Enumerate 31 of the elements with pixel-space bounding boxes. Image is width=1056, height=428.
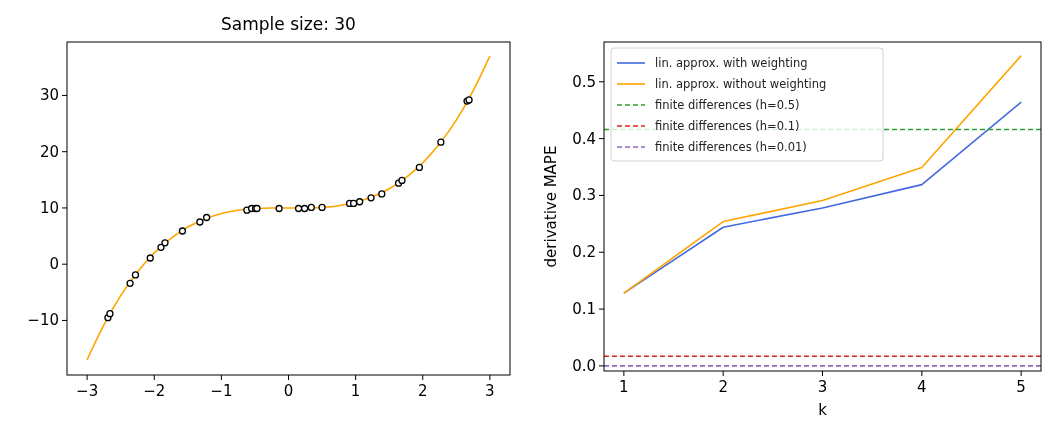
legend-label: finite differences (h=0.1): [655, 119, 800, 133]
x-tick-label: −1: [210, 382, 233, 400]
legend-label: lin. approx. with weighting: [655, 56, 808, 70]
y-tick-label: 30: [39, 86, 59, 105]
legend-label: lin. approx. without weighting: [655, 77, 827, 91]
x-tick-label: 3: [485, 382, 495, 400]
y-tick-label: 0.2: [572, 243, 596, 262]
legend-label: finite differences (h=0.5): [655, 98, 800, 112]
x-tick-label: 0: [283, 382, 294, 400]
x-tick-label: 1: [350, 382, 361, 400]
x-tick-label: −3: [76, 382, 99, 400]
x-tick-label: 2: [718, 378, 728, 396]
x-tick-label: −2: [143, 382, 166, 400]
legend-label: finite differences (h=0.01): [655, 140, 807, 154]
x-tick-label: 5: [1016, 378, 1026, 396]
x-tick-label: 2: [417, 382, 428, 400]
chart-title: Sample size: 30: [221, 14, 356, 34]
y-tick-label: 0.3: [572, 186, 596, 205]
x-tick-label: 1: [619, 378, 629, 396]
y-tick-label: 0: [49, 255, 59, 274]
y-tick-label: 0.5: [572, 72, 596, 91]
x-tick-label: 3: [817, 378, 828, 396]
y-tick-label: 0.0: [572, 356, 596, 375]
y-axis-title: derivative MAPE: [542, 145, 560, 268]
y-tick-label: 0.4: [572, 129, 596, 148]
y-tick-label: 10: [39, 198, 59, 217]
y-tick-label: 0.1: [572, 300, 596, 319]
y-tick-label: 20: [39, 142, 59, 161]
y-tick-label: −10: [27, 311, 59, 330]
x-tick-label: 4: [917, 378, 927, 396]
x-axis-title: k: [818, 401, 828, 419]
